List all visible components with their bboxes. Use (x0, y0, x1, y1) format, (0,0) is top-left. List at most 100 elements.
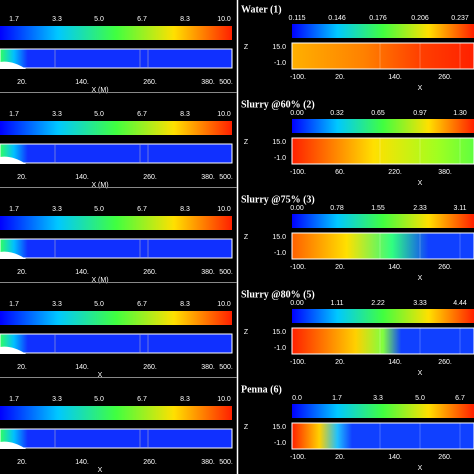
scale-tick: 0.65 (371, 110, 385, 117)
bed (0, 61, 26, 69)
x-tick: 20. (17, 79, 27, 86)
x-tick: -100. (290, 74, 306, 81)
z-tick: -1.0 (274, 345, 286, 352)
scale-tick: 0.115 (289, 15, 306, 22)
scale-tick: 8.3 (180, 16, 190, 23)
field (291, 327, 474, 355)
x-tick: 140. (388, 264, 402, 271)
x-label: X (98, 372, 103, 379)
scale-tick: 0.00 (290, 300, 304, 307)
x-tick: 380. (201, 459, 215, 466)
scale-tick: 5.0 (94, 111, 104, 118)
x-tick: 500. (219, 79, 233, 86)
x-label: X (418, 275, 423, 282)
scale-tick: 0.146 (328, 15, 346, 22)
scale-tick: 0.32 (330, 110, 344, 117)
x-tick: 140. (388, 359, 402, 366)
scale-tick: 10.0 (217, 206, 231, 213)
field (291, 42, 474, 70)
x-tick: 260. (143, 459, 157, 466)
x-tick: 260. (143, 364, 157, 371)
scale-tick: 5.0 (94, 396, 104, 403)
bed (0, 441, 26, 449)
z-tick: 15.0 (272, 234, 286, 241)
z-label: Z (244, 234, 249, 241)
scale-tick: 1.7 (9, 301, 19, 308)
scale-tick: 3.11 (453, 205, 466, 212)
color-scale (292, 404, 474, 418)
x-tick: 260. (143, 269, 157, 276)
color-scale (292, 309, 474, 323)
color-scale (292, 24, 474, 38)
scale-tick: 1.7 (9, 396, 19, 403)
color-scale (292, 119, 474, 133)
scale-tick: 8.3 (180, 301, 190, 308)
scale-tick: 5.0 (94, 206, 104, 213)
x-label: X (418, 465, 423, 472)
bed (0, 156, 26, 164)
x-tick: 20. (17, 364, 27, 371)
x-label: X (98, 467, 103, 474)
x-tick: 500. (219, 364, 233, 371)
scale-tick: 1.11 (330, 300, 343, 307)
z-tick: 15.0 (272, 44, 286, 51)
panel-title: Slurry @75% (3) (241, 194, 315, 205)
scale-tick: 1.7 (332, 395, 342, 402)
x-tick: 140. (75, 459, 89, 466)
scale-tick: 6.7 (137, 301, 147, 308)
z-label: Z (244, 44, 249, 51)
x-label: X (M) (91, 87, 108, 94)
x-tick: -100. (290, 359, 306, 366)
x-tick: 260. (438, 359, 452, 366)
field (291, 232, 474, 260)
scale-tick: 5.0 (94, 16, 104, 23)
x-tick: 380. (201, 79, 215, 86)
color-scale (0, 406, 232, 420)
z-tick: -1.0 (274, 155, 286, 162)
scale-tick: 3.3 (52, 16, 62, 23)
z-tick: -1.0 (274, 250, 286, 257)
panel-title: Slurry @60% (2) (241, 99, 315, 110)
x-label: X (418, 85, 423, 92)
panel-title: Penna (6) (241, 384, 282, 395)
scale-tick: 3.3 (52, 111, 62, 118)
scale-tick: 3.3 (373, 395, 383, 402)
z-tick: -1.0 (274, 440, 286, 447)
scale-tick: 2.33 (413, 205, 427, 212)
scale-tick: 3.3 (52, 396, 62, 403)
x-tick: 20. (335, 264, 345, 271)
scale-tick: 1.55 (371, 205, 385, 212)
x-tick: 500. (219, 459, 233, 466)
scale-tick: 3.3 (52, 301, 62, 308)
x-tick: 140. (75, 174, 89, 181)
x-tick: 500. (219, 174, 233, 181)
field (0, 238, 233, 259)
x-label: X (M) (91, 182, 108, 189)
scale-tick: 8.3 (180, 396, 190, 403)
x-tick: 140. (75, 79, 89, 86)
z-tick: 15.0 (272, 424, 286, 431)
panel-title: Water (1) (241, 4, 282, 15)
scale-tick: 10.0 (217, 111, 231, 118)
x-tick: 380. (438, 169, 452, 176)
z-tick: 15.0 (272, 139, 286, 146)
field (0, 428, 233, 449)
scale-tick: 0.97 (413, 110, 427, 117)
x-tick: 140. (75, 364, 89, 371)
field (291, 422, 474, 450)
x-tick: 140. (388, 454, 402, 461)
color-scale (0, 311, 232, 325)
scale-tick: 3.3 (52, 206, 62, 213)
x-tick: 20. (17, 459, 27, 466)
z-tick: 15.0 (272, 329, 286, 336)
scale-tick: 1.7 (9, 111, 19, 118)
scale-tick: 8.3 (180, 206, 190, 213)
scale-tick: 0.00 (290, 110, 304, 117)
scale-tick: 6.7 (137, 206, 147, 213)
field (291, 137, 474, 165)
x-tick: 20. (17, 269, 27, 276)
x-tick: 220. (388, 169, 402, 176)
scale-tick: 10.0 (217, 16, 231, 23)
